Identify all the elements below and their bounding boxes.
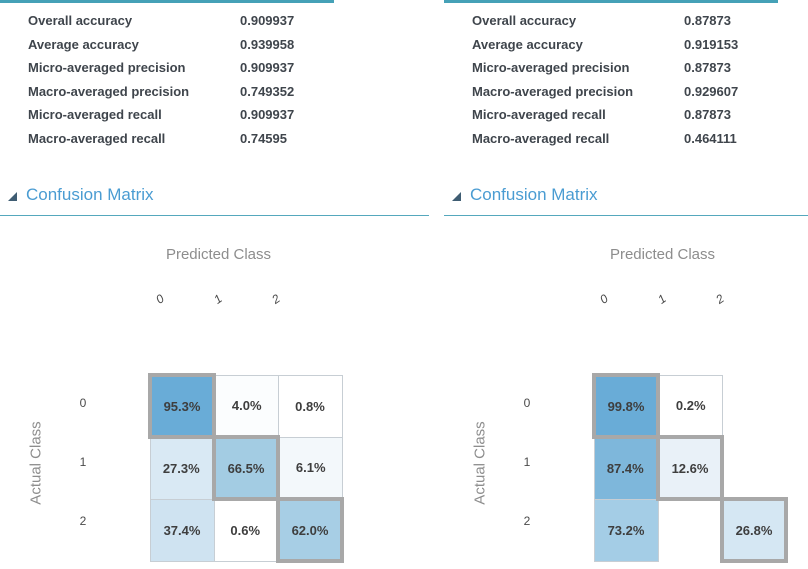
metric-row: Micro-averaged recall 0.87873: [444, 103, 778, 127]
metrics-table: Overall accuracy 0.87873 Average accurac…: [444, 0, 778, 150]
metric-label: Macro-averaged recall: [472, 130, 610, 146]
matrix-cell: 87.4%: [593, 436, 659, 500]
metrics-table: Overall accuracy 0.909937 Average accura…: [0, 0, 334, 150]
metric-label: Average accuracy: [472, 36, 583, 52]
metric-row: Micro-averaged precision 0.909937: [0, 56, 334, 80]
collapse-triangle-icon[interactable]: [8, 191, 17, 201]
matrix-cell: 99.8%: [592, 373, 660, 439]
metric-row: Macro-averaged precision 0.929607: [444, 80, 778, 104]
metric-row: Average accuracy 0.939958: [0, 33, 334, 57]
matrix-cell: 26.8%: [720, 497, 788, 563]
matrix-cell: 66.5%: [212, 435, 280, 501]
section-divider: [0, 215, 429, 216]
matrix-cell: 73.2%: [593, 498, 659, 562]
actual-class-axis-title: Actual Class: [471, 421, 489, 505]
metric-label: Macro-averaged recall: [28, 130, 166, 146]
row-label: 1: [79, 455, 87, 469]
row-label: 0: [523, 396, 531, 410]
confusion-matrix-grid: 95.3% 4.0% 0.8% 27.3% 66.5% 6.1% 37.4% 0…: [148, 373, 344, 563]
result-panel-right: Overall accuracy 0.87873 Average accurac…: [444, 0, 808, 569]
metric-row: Overall accuracy 0.909937: [0, 9, 334, 33]
metric-label: Average accuracy: [28, 36, 139, 52]
metric-value: 0.909937: [240, 13, 295, 29]
metric-label: Micro-averaged precision: [28, 60, 186, 76]
metric-value: 0.87873: [684, 60, 731, 76]
matrix-cell: 12.6%: [656, 435, 724, 501]
matrix-cell: 37.4%: [149, 498, 215, 562]
metric-row: Macro-averaged recall 0.74595: [0, 127, 334, 151]
matrix-cell: 6.1%: [277, 436, 343, 500]
metric-value: 0.929607: [684, 83, 739, 99]
metric-label: Overall accuracy: [28, 13, 133, 29]
matrix-cell: 4.0%: [213, 374, 279, 438]
section-divider: [444, 215, 808, 216]
matrix-cell: 0.8%: [277, 374, 343, 438]
section-title: Confusion Matrix: [470, 185, 598, 204]
col-label: 1: [655, 291, 669, 307]
metric-value: 0.939958: [240, 36, 295, 52]
row-label: 0: [79, 396, 87, 410]
matrix-cell-empty: [722, 375, 786, 437]
metric-label: Micro-averaged recall: [472, 107, 606, 123]
metric-label: Micro-averaged recall: [28, 107, 162, 123]
metric-value: 0.919153: [684, 36, 739, 52]
metric-label: Overall accuracy: [472, 13, 577, 29]
section-title: Confusion Matrix: [26, 185, 154, 204]
metric-row: Micro-averaged precision 0.87873: [444, 56, 778, 80]
result-panel-left: Overall accuracy 0.909937 Average accura…: [0, 0, 429, 563]
matrix-cell: 0.2%: [657, 374, 723, 438]
row-label: 1: [523, 455, 531, 469]
metric-value: 0.909937: [240, 60, 295, 76]
metric-value: 0.87873: [684, 107, 731, 123]
metric-value: 0.749352: [240, 83, 295, 99]
metric-value: 0.464111: [684, 130, 737, 146]
matrix-cell: 0.6%: [213, 498, 279, 562]
predicted-class-axis-title: Predicted Class: [165, 246, 272, 263]
col-label: 0: [597, 291, 611, 307]
metric-label: Macro-averaged precision: [28, 83, 190, 99]
metric-value: 0.87873: [684, 13, 731, 29]
collapse-triangle-icon[interactable]: [452, 191, 461, 201]
metric-row: Macro-averaged precision 0.749352: [0, 80, 334, 104]
confusion-matrix-grid: 99.8% 0.2% 87.4% 12.6% 73.2% 26.8%: [592, 373, 788, 563]
metric-value: 0.74595: [240, 130, 287, 146]
predicted-class-axis-title: Predicted Class: [609, 246, 716, 263]
actual-class-axis-title: Actual Class: [27, 421, 45, 505]
metric-row: Macro-averaged recall 0.464111: [444, 127, 778, 151]
metric-label: Macro-averaged precision: [472, 83, 634, 99]
metric-value: 0.909937: [240, 107, 295, 123]
row-label: 2: [523, 514, 531, 528]
metric-row: Average accuracy 0.919153: [444, 33, 778, 57]
matrix-cell: 27.3%: [149, 436, 215, 500]
matrix-cell: 62.0%: [276, 497, 344, 563]
col-label: 2: [269, 291, 283, 307]
matrix-cell: 95.3%: [148, 373, 216, 439]
col-label: 2: [713, 291, 727, 307]
metric-row: Micro-averaged recall 0.909937: [0, 103, 334, 127]
row-label: 2: [79, 514, 87, 528]
matrix-cell-empty: [722, 437, 786, 499]
metric-label: Micro-averaged precision: [472, 60, 630, 76]
col-label: 0: [153, 291, 167, 307]
metric-row: Overall accuracy 0.87873: [444, 9, 778, 33]
col-label: 1: [211, 291, 225, 307]
confusion-matrix-section-header[interactable]: Confusion Matrix: [452, 185, 598, 205]
confusion-matrix-section-header[interactable]: Confusion Matrix: [8, 185, 154, 205]
matrix-cell-empty: [658, 499, 722, 561]
